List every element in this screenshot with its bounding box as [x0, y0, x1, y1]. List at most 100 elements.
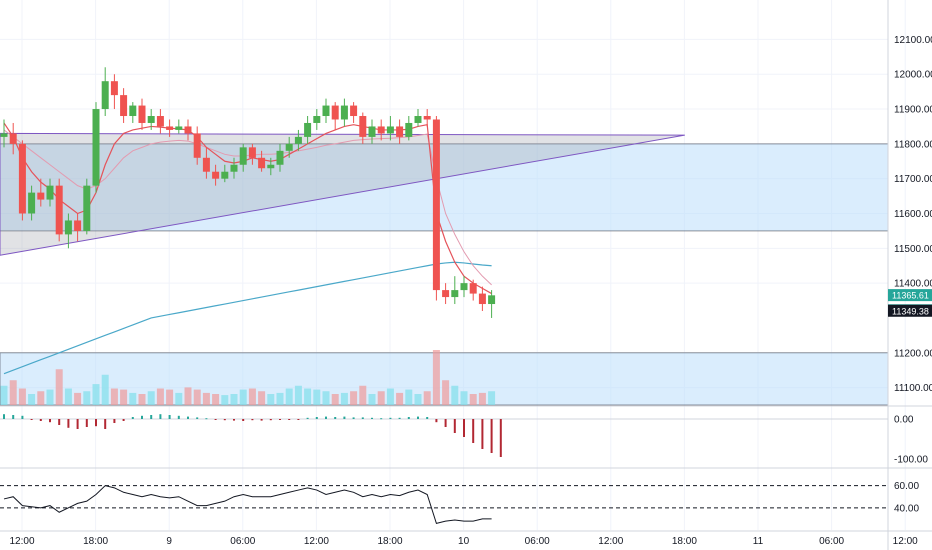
time-tick-label: 11: [753, 536, 764, 547]
candle-body: [331, 105, 339, 120]
osc-bar: [325, 416, 327, 419]
price-tick-label: 11200.00: [894, 348, 932, 359]
price-tick-label: 11800.00: [894, 139, 932, 150]
volume-bar: [469, 394, 477, 405]
volume-bar: [451, 385, 459, 405]
volume-bar: [488, 391, 496, 405]
osc-bar: [306, 417, 309, 419]
osc-bar: [85, 419, 88, 427]
candle-body: [18, 143, 26, 214]
volume-bar: [248, 388, 256, 405]
osc-bar: [361, 417, 364, 419]
osc-bar: [444, 419, 447, 427]
candle-body: [166, 126, 174, 130]
price-tag: [888, 289, 932, 302]
volume-bar: [294, 385, 302, 405]
osc-bar: [472, 419, 475, 443]
price-tag: [888, 304, 932, 317]
osc-bar: [481, 419, 484, 449]
candle-body: [377, 126, 385, 134]
volume-bar: [184, 387, 192, 405]
volume-bar: [350, 391, 358, 405]
volume-bar: [331, 394, 339, 405]
volume-bar: [37, 391, 45, 405]
candle-body: [212, 171, 220, 179]
volume-bar: [55, 369, 63, 405]
candle-body: [175, 126, 183, 130]
candle-body: [386, 126, 394, 134]
time-tick-label: 06:00: [819, 536, 844, 547]
candle-body: [478, 293, 486, 305]
candle-body: [64, 220, 72, 235]
osc-bar: [223, 419, 226, 421]
osc-bar: [21, 415, 24, 419]
candle-body: [368, 126, 376, 137]
time-axis[interactable]: 12:00 18:00 9 06:00 12:00 18:00 10 06:00 12:00 18…: [9, 536, 918, 547]
volume-bar: [478, 392, 486, 405]
rsi-tick-label: 60.00: [894, 481, 919, 492]
candle-body: [147, 116, 155, 123]
volume-bar: [267, 394, 275, 405]
volume-bar: [423, 391, 431, 405]
candle-body: [460, 283, 468, 291]
volume-bar: [396, 392, 404, 405]
osc-bar: [233, 419, 235, 421]
volume-bar: [193, 389, 201, 405]
volume-bar: [156, 388, 164, 405]
price-tag-label: 11349.38: [892, 306, 929, 316]
rsi-tick-label: 40.00: [894, 503, 919, 514]
price-tick-label: 11400.00: [894, 279, 932, 290]
osc-bar: [297, 419, 300, 420]
osc-bar: [58, 419, 61, 425]
candle-body: [74, 220, 82, 231]
candle-body: [193, 133, 201, 158]
candle-body: [304, 122, 312, 137]
osc-bar: [141, 415, 143, 419]
candle-body: [396, 126, 404, 137]
volume-bar: [83, 391, 91, 405]
price-tick-label: 12000.00: [894, 70, 932, 81]
candle-body: [432, 119, 440, 291]
osc-tick-label: 0.00: [894, 415, 914, 426]
price-tick-label: 11600.00: [894, 209, 932, 220]
price-axis[interactable]: 12100.00 12000.00 11900.00 11800.00 11700.00…: [888, 35, 932, 514]
candle-body: [46, 185, 54, 200]
osc-bar: [463, 419, 465, 437]
volume-bar: [147, 391, 155, 405]
candle-body: [0, 133, 8, 137]
candle-body: [83, 185, 91, 231]
volume-bar: [101, 374, 109, 405]
osc-bar: [3, 414, 5, 419]
osc-bar: [113, 419, 116, 423]
time-tick-label: 12:00: [893, 536, 918, 547]
volume-bar: [340, 392, 348, 405]
osc-bar: [334, 417, 337, 419]
volume-bar: [405, 389, 413, 405]
price-tick-label: 12100.00: [894, 35, 932, 46]
osc-bar: [122, 419, 125, 421]
osc-bar: [196, 417, 199, 419]
volume-bars: [0, 350, 496, 405]
volume-bar: [460, 391, 468, 405]
candle-body: [423, 116, 431, 120]
price-tick-label: 11900.00: [894, 105, 932, 116]
volume-bar: [166, 389, 174, 405]
time-tick-label: 06:00: [525, 536, 550, 547]
volume-bar: [120, 389, 128, 405]
volume-bar: [377, 391, 385, 405]
candle-body: [285, 143, 293, 151]
candle-body: [138, 105, 146, 123]
time-tick-label: 18:00: [377, 536, 402, 547]
time-tick-label: 9: [166, 536, 172, 547]
osc-bar: [95, 419, 97, 427]
volume-bar: [212, 394, 220, 405]
osc-bar: [426, 417, 429, 419]
osc-bar: [417, 416, 419, 419]
volume-bar: [442, 380, 450, 405]
candle-body: [340, 105, 348, 120]
time-tick-label: 12:00: [304, 536, 329, 547]
price-tick-label: 11100.00: [894, 383, 932, 394]
candle-body: [55, 185, 63, 235]
osc-bar: [12, 415, 15, 419]
